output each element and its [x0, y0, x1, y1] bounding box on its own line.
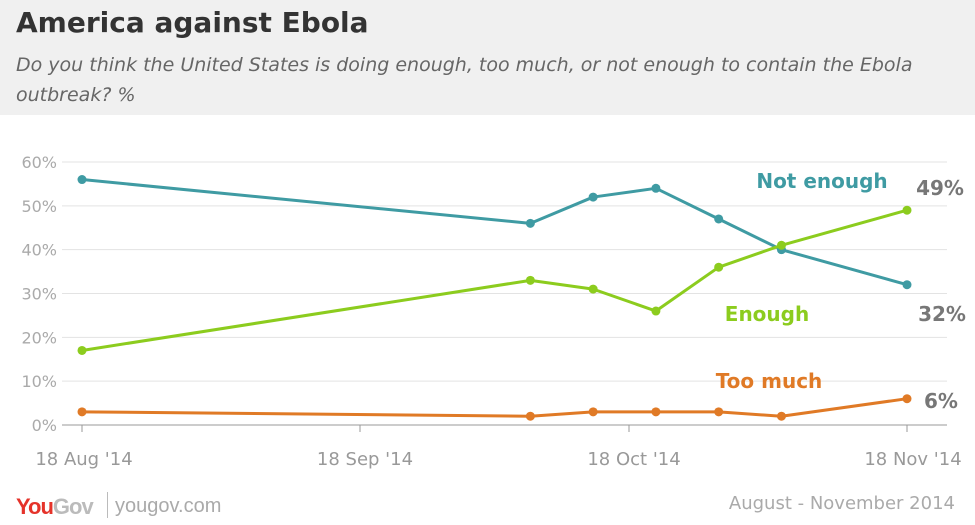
data-point: [714, 262, 724, 272]
series-line-not-enough: [81, 178, 908, 287]
end-value-label: 6%: [924, 389, 958, 413]
page-title: America against Ebola: [16, 6, 369, 39]
header: America against Ebola Do you think the U…: [0, 0, 975, 115]
data-point: [651, 407, 661, 417]
divider: [107, 492, 108, 518]
data-point: [776, 240, 786, 250]
series-label: Not enough: [756, 169, 887, 193]
data-point: [902, 280, 912, 290]
data-point: [77, 175, 87, 185]
data-point: [776, 411, 786, 421]
x-tick-label: 18 Sep '14: [317, 449, 413, 470]
data-point: [651, 183, 661, 193]
site-link[interactable]: yougov.com: [115, 495, 222, 517]
y-tick-label: 10%: [21, 372, 57, 391]
series-label: Enough: [725, 302, 809, 326]
logo-gov: Gov: [52, 494, 94, 519]
data-point: [588, 192, 598, 202]
x-tick-label: 18 Nov '14: [864, 449, 961, 470]
y-tick-label: 60%: [21, 153, 57, 172]
y-tick-label: 30%: [21, 285, 57, 304]
yougov-logo: YouGov: [16, 494, 94, 520]
data-point: [651, 306, 661, 316]
data-point: [77, 407, 87, 417]
data-point: [902, 205, 912, 215]
logo-you: You: [16, 494, 54, 519]
data-point: [588, 407, 598, 417]
data-point: [77, 345, 87, 355]
subtitle: Do you think the United States is doing …: [16, 54, 913, 106]
series-label: Too much: [716, 369, 823, 393]
x-tick-label: 18 Oct '14: [587, 449, 680, 470]
data-point: [525, 411, 535, 421]
y-tick-label: 50%: [21, 197, 57, 216]
y-tick-label: 40%: [21, 241, 57, 260]
y-tick-label: 0%: [32, 416, 57, 435]
data-point: [714, 407, 724, 417]
data-point: [588, 284, 598, 294]
y-tick-label: 20%: [21, 328, 57, 347]
date-range: August - November 2014: [728, 493, 955, 514]
x-tick-label: 18 Aug '14: [35, 449, 132, 470]
data-point: [525, 218, 535, 228]
end-value-label: 49%: [916, 176, 964, 200]
series-line-enough: [81, 208, 908, 352]
data-point: [525, 275, 535, 285]
data-point: [714, 214, 724, 224]
end-value-label: 32%: [918, 302, 966, 326]
data-point: [902, 394, 912, 404]
